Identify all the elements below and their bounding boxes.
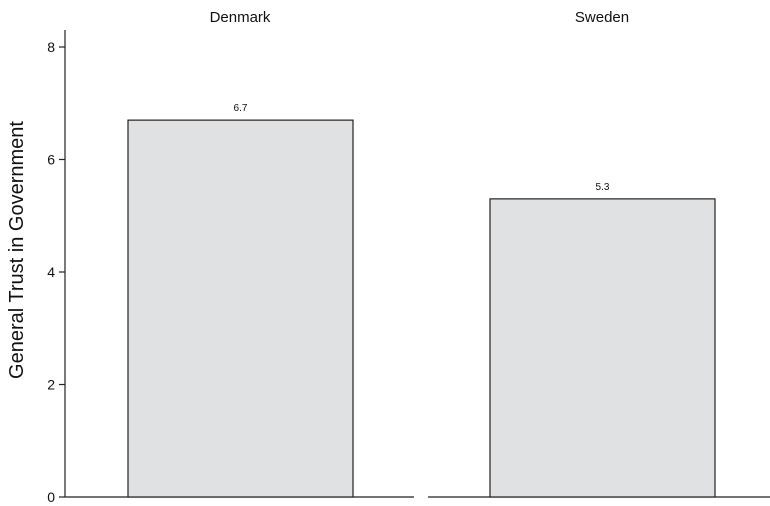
bar — [127, 119, 354, 498]
bar-value-label: 5.3 — [596, 182, 610, 193]
panel-title: Sweden — [575, 9, 629, 26]
panel-denmark: Denmark 6.7 — [65, 9, 414, 498]
y-axis: 0 2 4 6 8 — [47, 30, 66, 505]
y-tick-label: 0 — [47, 489, 55, 505]
bar-value-label: 6.7 — [234, 103, 248, 114]
y-axis-label: General Trust in Government — [6, 121, 28, 379]
y-tick-label: 8 — [47, 39, 55, 55]
bar — [489, 198, 716, 498]
y-tick-label: 6 — [47, 152, 55, 168]
panels: Denmark 6.7 Sweden 5.3 — [65, 9, 770, 498]
y-tick-label: 2 — [47, 377, 55, 393]
panel-sweden: Sweden 5.3 — [428, 9, 770, 498]
panel-title: Denmark — [210, 9, 271, 26]
y-tick-label: 4 — [47, 264, 55, 280]
